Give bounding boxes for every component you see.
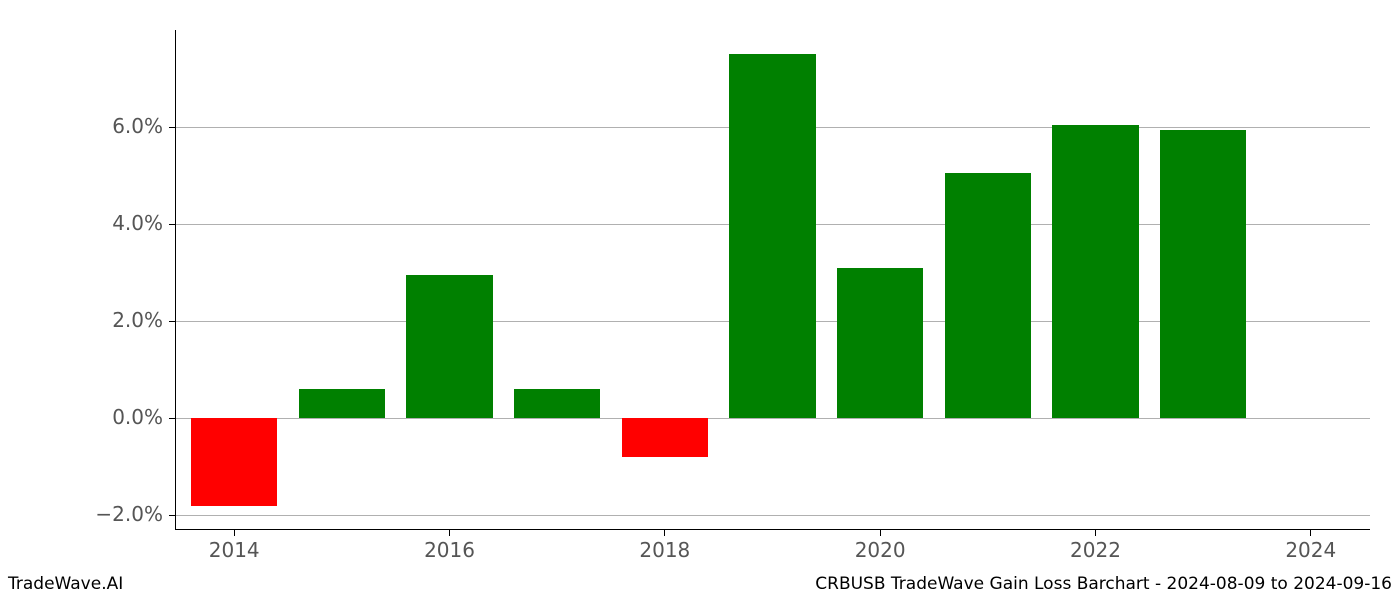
bar-2016 — [406, 275, 492, 418]
x-tick-mark — [880, 530, 881, 536]
axis-spine-bottom — [175, 529, 1370, 530]
bar-2019 — [729, 54, 815, 418]
gain-loss-barchart: −2.0% 0.0% 2.0% 4.0% 6.0% 2014 2016 2018 2020 202… — [0, 0, 1400, 600]
y-gridline — [175, 515, 1370, 516]
bar-2014 — [191, 418, 277, 505]
bar-2023 — [1160, 130, 1246, 419]
footer-left-brand: TradeWave.AI — [8, 574, 123, 594]
bar-2018 — [622, 418, 708, 457]
x-tick-mark — [664, 530, 665, 536]
x-tick-mark — [449, 530, 450, 536]
x-tick-label: 2016 — [410, 538, 490, 562]
bar-2020 — [837, 268, 923, 418]
x-tick-mark — [234, 530, 235, 536]
x-tick-label: 2020 — [840, 538, 920, 562]
y-tick-label: 4.0% — [112, 211, 163, 235]
y-tick-label: 0.0% — [112, 405, 163, 429]
bar-2021 — [945, 173, 1031, 418]
x-tick-label: 2022 — [1055, 538, 1135, 562]
y-tick-label: 2.0% — [112, 308, 163, 332]
bar-2015 — [299, 389, 385, 418]
plot-area: −2.0%0.0%2.0%4.0%6.0%2014201620182020202… — [175, 30, 1370, 530]
x-tick-label: 2024 — [1271, 538, 1351, 562]
x-tick-mark — [1095, 530, 1096, 536]
footer-right-caption: CRBUSB TradeWave Gain Loss Barchart - 20… — [815, 574, 1392, 594]
bar-2017 — [514, 389, 600, 418]
x-tick-label: 2014 — [194, 538, 274, 562]
y-tick-label: −2.0% — [95, 502, 163, 526]
axis-spine-left — [175, 30, 176, 530]
x-tick-mark — [1310, 530, 1311, 536]
x-tick-label: 2018 — [625, 538, 705, 562]
bar-2022 — [1052, 125, 1138, 419]
y-tick-label: 6.0% — [112, 114, 163, 138]
